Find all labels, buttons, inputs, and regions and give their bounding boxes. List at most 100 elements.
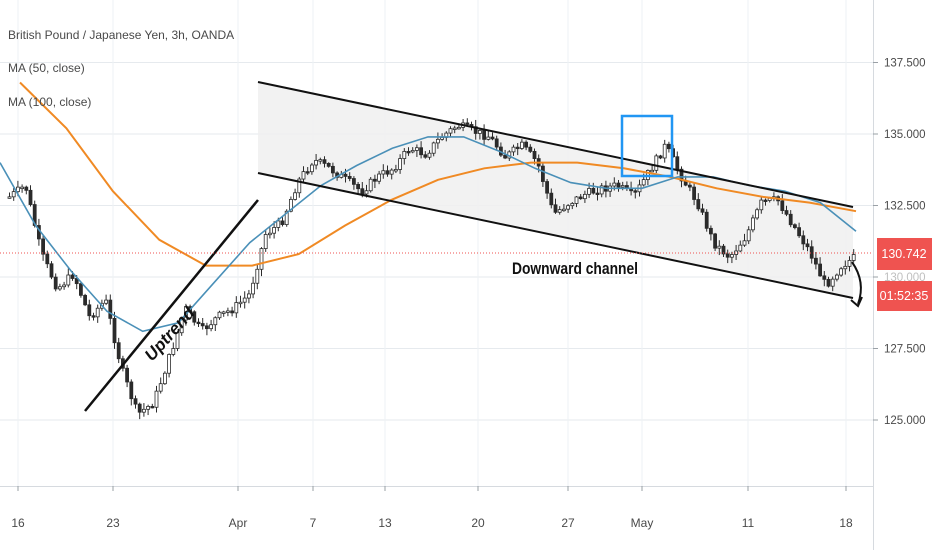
- candle-body: [242, 297, 247, 303]
- highlight-box[interactable]: [620, 114, 674, 178]
- candle-body: [410, 150, 415, 153]
- candle-body: [667, 143, 671, 150]
- candle-body: [372, 178, 377, 182]
- candle-body: [356, 183, 361, 190]
- candle-body: [440, 137, 445, 140]
- price-tick-label: 127.500: [884, 344, 926, 356]
- candle-body: [465, 122, 470, 125]
- candle-body: [835, 274, 839, 280]
- candle-body: [688, 184, 692, 188]
- candle-body: [528, 146, 533, 152]
- channel-upper-line[interactable]: [257, 81, 854, 208]
- downward-channel-label: Downward channel: [512, 259, 638, 278]
- candle-body: [272, 227, 277, 234]
- candle-body: [486, 136, 491, 140]
- candle-body: [738, 244, 743, 252]
- candle-body: [515, 146, 520, 150]
- candle-body: [230, 310, 235, 314]
- candle-body: [662, 143, 667, 159]
- candle-body: [343, 173, 348, 177]
- candle-body: [545, 181, 549, 194]
- candle-body: [650, 169, 654, 173]
- candle-body: [805, 243, 810, 248]
- candle-body: [204, 325, 209, 330]
- candle-body: [116, 342, 121, 360]
- candle-body: [612, 182, 617, 187]
- time-tick-label: 13: [378, 516, 392, 530]
- candle-body: [104, 299, 108, 304]
- candle-body: [419, 147, 424, 156]
- candle-body: [830, 278, 835, 287]
- candle-body: [364, 190, 369, 195]
- candle-body: [633, 190, 638, 193]
- candle-body: [11, 191, 16, 198]
- candle-body: [520, 141, 524, 149]
- candle-body: [125, 367, 129, 383]
- candle-body: [45, 253, 50, 265]
- candle-body: [456, 126, 461, 130]
- candle-body: [700, 208, 705, 213]
- ma100-line[interactable]: [19, 81, 857, 267]
- candle-body: [284, 210, 289, 225]
- ma100-legend[interactable]: MA (100, close): [8, 95, 92, 109]
- candle-body: [91, 315, 96, 318]
- uptrend-line[interactable]: [84, 199, 259, 412]
- candle-body: [28, 189, 33, 205]
- candle-body: [549, 192, 554, 206]
- channel-lower-line[interactable]: [257, 172, 854, 299]
- candle-body: [452, 127, 457, 130]
- time-tick-label: 16: [11, 516, 25, 530]
- candle-body: [322, 159, 327, 164]
- candle-body: [41, 238, 45, 255]
- candle-body: [53, 276, 58, 290]
- time-tick-label: 20: [471, 516, 485, 530]
- candle-body: [780, 200, 785, 211]
- candle-body: [591, 188, 596, 194]
- candle-body: [566, 205, 570, 210]
- candle-body: [330, 165, 335, 174]
- candle-body: [70, 274, 75, 279]
- candle-body: [620, 185, 625, 188]
- candle-body: [511, 146, 516, 153]
- candle-body: [742, 240, 747, 246]
- candle-body: [20, 186, 25, 190]
- candle-body: [381, 170, 386, 175]
- candle-body: [255, 268, 260, 284]
- countdown-badge[interactable]: [877, 281, 932, 311]
- candle-body: [599, 185, 604, 195]
- candle-body: [562, 208, 566, 212]
- candle-body: [814, 257, 818, 265]
- ma50-legend[interactable]: MA (50, close): [8, 61, 85, 75]
- candle-body: [314, 159, 319, 166]
- candle-body: [129, 381, 134, 400]
- candle-body: [406, 151, 411, 154]
- candle-body: [423, 154, 428, 158]
- candle-body: [368, 178, 373, 192]
- candle-body: [755, 209, 759, 219]
- candle-body: [267, 232, 272, 236]
- last-price-badge[interactable]: [877, 238, 932, 270]
- forecast-arrow[interactable]: [851, 261, 862, 305]
- candle-body: [15, 186, 20, 193]
- candle-body: [95, 307, 100, 318]
- candle-body: [734, 250, 738, 255]
- candle-body: [66, 274, 71, 286]
- candle-body: [137, 403, 142, 413]
- candle-body: [389, 169, 394, 175]
- candle-body: [797, 227, 801, 237]
- candle-body: [238, 301, 243, 305]
- candle-body: [108, 299, 113, 319]
- candle-body: [171, 348, 176, 355]
- candle-body: [167, 354, 172, 374]
- candle-body: [112, 318, 117, 344]
- candle-body: [654, 155, 659, 171]
- candle-body: [541, 165, 545, 182]
- last-price-label: 130.742: [881, 247, 926, 261]
- candle-body: [826, 278, 831, 287]
- candle-body: [225, 310, 230, 313]
- candle-body: [503, 154, 508, 159]
- candle-body: [839, 268, 843, 276]
- channel-area: [258, 82, 853, 298]
